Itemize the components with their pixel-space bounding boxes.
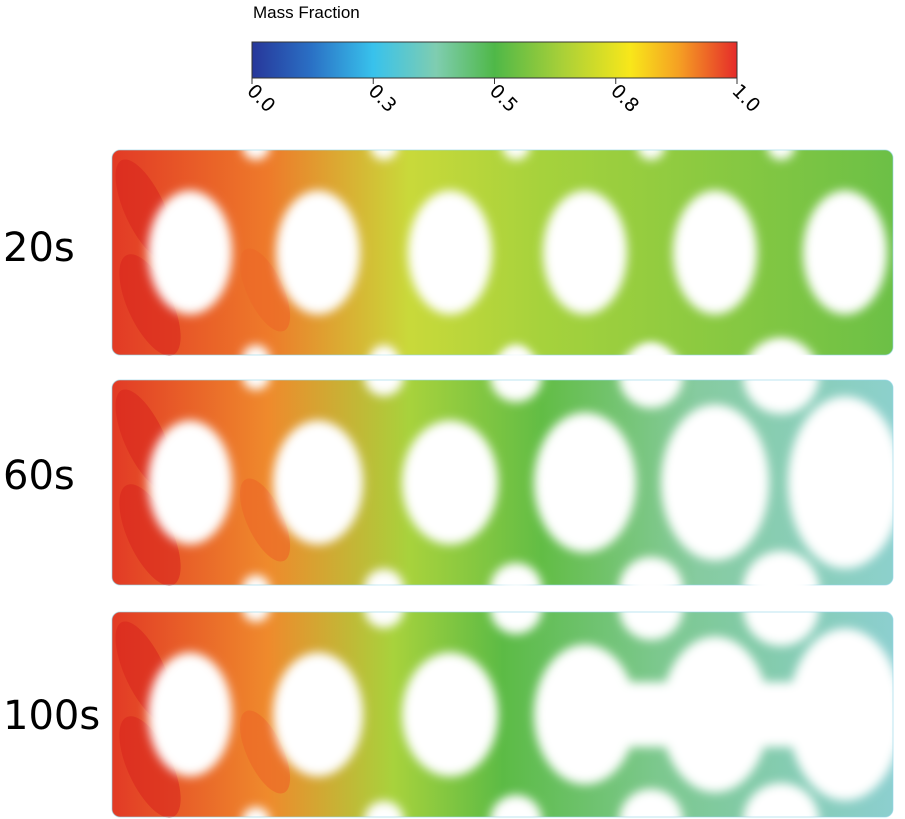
void <box>276 190 360 315</box>
notch <box>619 344 683 408</box>
void <box>543 190 627 315</box>
notch <box>743 338 819 414</box>
notch <box>619 576 683 640</box>
streak <box>119 716 181 818</box>
panel-label: 20s <box>3 225 75 271</box>
colorbar-tick-label: 0.8 <box>606 80 643 117</box>
void <box>408 190 492 315</box>
notch <box>364 801 404 819</box>
colorbar-ticks: 0.0 0.3 0.5 0.8 1.0 <box>242 78 764 117</box>
outline <box>111 379 894 586</box>
colorbar-tick-label: 0.5 <box>485 80 522 117</box>
voids <box>148 132 887 373</box>
flow-panel <box>111 570 902 819</box>
colorbar-tick-label: 1.0 <box>727 80 764 117</box>
streak <box>239 710 291 794</box>
streak <box>239 478 291 562</box>
voids <box>148 338 902 627</box>
colorbar-tick-label: 0.0 <box>242 80 279 117</box>
void <box>273 420 363 545</box>
outline <box>111 611 894 818</box>
notch <box>364 588 404 628</box>
flow-panel <box>111 132 894 373</box>
void <box>534 412 636 553</box>
notch <box>490 582 542 634</box>
void <box>673 190 757 315</box>
void <box>402 420 498 545</box>
notch <box>242 594 270 622</box>
void <box>402 652 498 777</box>
notch <box>242 132 270 160</box>
streak <box>119 484 181 586</box>
panel-label: 60s <box>3 453 75 499</box>
void <box>560 682 900 747</box>
void <box>788 396 902 569</box>
notch <box>502 132 530 160</box>
notch <box>637 132 665 160</box>
flow-panel <box>111 338 902 627</box>
notch <box>767 132 795 160</box>
notch <box>370 132 398 160</box>
streak <box>119 254 181 356</box>
void <box>661 404 769 561</box>
colorbar-title: Mass Fraction <box>253 3 360 22</box>
colorbar-tick-label: 0.3 <box>364 80 401 117</box>
notch <box>619 789 683 819</box>
notch <box>242 807 270 819</box>
notch <box>743 570 819 646</box>
void <box>273 652 363 777</box>
notch <box>364 356 404 396</box>
void <box>803 190 887 315</box>
panel-label: 100s <box>3 693 100 739</box>
panels <box>111 132 902 819</box>
void <box>148 190 232 315</box>
voids <box>148 570 902 819</box>
streak <box>239 248 291 332</box>
colorbar <box>251 41 738 79</box>
void <box>148 420 232 545</box>
notch <box>490 795 542 819</box>
notch <box>743 783 819 819</box>
notch <box>490 350 542 402</box>
notch <box>242 362 270 390</box>
void <box>148 652 232 777</box>
